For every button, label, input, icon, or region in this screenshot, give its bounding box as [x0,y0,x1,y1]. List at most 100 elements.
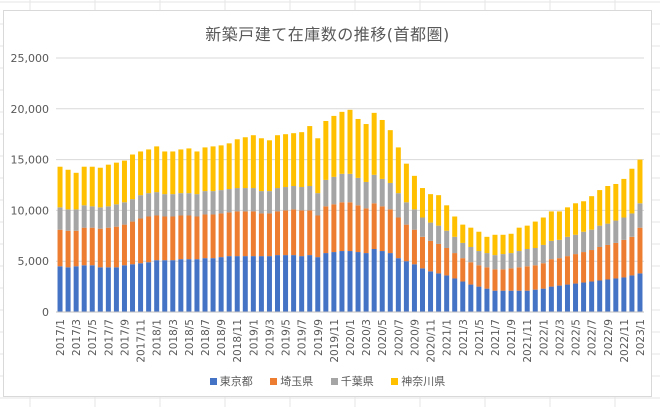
bar-segment-tokyo[interactable] [540,288,546,312]
bar-segment-saitama[interactable] [516,267,522,291]
bar-segment-kanagawa[interactable] [573,203,579,235]
bar-segment-kanagawa[interactable] [146,149,152,194]
bar-segment-chiba[interactable] [452,236,458,254]
bar-segment-tokyo[interactable] [621,277,627,312]
bar-segment-tokyo[interactable] [89,265,95,312]
bar-segment-saitama[interactable] [564,256,570,285]
bar-segment-kanagawa[interactable] [484,236,490,254]
bar-segment-kanagawa[interactable] [621,178,627,218]
bar-segment-kanagawa[interactable] [266,140,272,192]
bar-segment-chiba[interactable] [250,188,256,212]
bar-segment-tokyo[interactable] [532,289,538,312]
bar-segment-tokyo[interactable] [395,258,401,312]
bar-segment-chiba[interactable] [226,189,232,213]
bar-segment-chiba[interactable] [266,191,272,214]
bar-segment-chiba[interactable] [331,176,337,205]
bar-segment-tokyo[interactable] [186,259,192,312]
bar-segment-chiba[interactable] [532,247,538,266]
bar-segment-tokyo[interactable] [403,261,409,312]
bar-segment-tokyo[interactable] [194,259,200,312]
bar-segment-tokyo[interactable] [363,253,369,312]
bar-segment-tokyo[interactable] [371,249,377,312]
bar-segment-kanagawa[interactable] [436,195,442,226]
bar-segment-chiba[interactable] [283,187,289,211]
bar-segment-tokyo[interactable] [379,251,385,312]
bar-segment-kanagawa[interactable] [613,183,619,221]
bar-segment-saitama[interactable] [508,268,514,291]
bar-segment-chiba[interactable] [113,204,119,227]
bar-segment-chiba[interactable] [468,246,474,263]
bar-segment-tokyo[interactable] [170,260,176,312]
bar-segment-chiba[interactable] [81,205,87,228]
bar-segment-chiba[interactable] [130,199,136,222]
bar-segment-chiba[interactable] [508,253,514,269]
bar-segment-kanagawa[interactable] [395,147,401,194]
bar-segment-tokyo[interactable] [436,273,442,312]
bar-segment-tokyo[interactable] [556,285,562,312]
bar-segment-kanagawa[interactable] [589,196,595,230]
bar-segment-saitama[interactable] [436,243,442,274]
bar-segment-tokyo[interactable] [130,264,136,312]
bar-segment-chiba[interactable] [121,202,127,225]
bar-segment-kanagawa[interactable] [468,227,474,247]
bar-segment-tokyo[interactable] [460,281,466,312]
bar-segment-tokyo[interactable] [315,257,321,312]
bar-segment-kanagawa[interactable] [637,159,643,204]
bar-segment-tokyo[interactable] [138,263,144,312]
bar-segment-saitama[interactable] [403,224,409,262]
bar-segment-tokyo[interactable] [347,251,353,312]
bar-segment-kanagawa[interactable] [170,151,176,195]
bar-segment-chiba[interactable] [629,213,635,237]
bar-segment-kanagawa[interactable] [597,190,603,226]
bar-segment-chiba[interactable] [299,187,305,211]
bar-segment-saitama[interactable] [613,242,619,279]
bar-segment-kanagawa[interactable] [258,138,264,192]
bar-segment-saitama[interactable] [629,236,635,276]
bar-segment-tokyo[interactable] [113,267,119,312]
bar-segment-saitama[interactable] [186,215,192,260]
bar-segment-kanagawa[interactable] [428,194,434,223]
bar-segment-kanagawa[interactable] [387,130,393,183]
bar-segment-chiba[interactable] [146,193,152,217]
bar-segment-saitama[interactable] [347,202,353,252]
bar-segment-chiba[interactable] [492,255,498,270]
bar-segment-saitama[interactable] [419,236,425,269]
bar-segment-kanagawa[interactable] [138,151,144,196]
bar-segment-tokyo[interactable] [81,265,87,312]
bar-segment-kanagawa[interactable] [234,139,240,189]
bar-segment-chiba[interactable] [186,193,192,216]
bar-segment-saitama[interactable] [452,253,458,279]
bar-segment-saitama[interactable] [556,258,562,286]
bar-segment-tokyo[interactable] [564,284,570,312]
bar-segment-saitama[interactable] [121,224,127,266]
bar-segment-saitama[interactable] [597,246,603,281]
bar-segment-saitama[interactable] [428,240,434,272]
bar-segment-kanagawa[interactable] [532,221,538,248]
bar-segment-kanagawa[interactable] [81,166,87,206]
bar-segment-chiba[interactable] [444,230,450,248]
bar-segment-saitama[interactable] [57,229,63,267]
bar-segment-kanagawa[interactable] [283,134,289,188]
bar-segment-tokyo[interactable] [428,271,434,312]
bar-segment-kanagawa[interactable] [500,234,506,255]
bar-segment-tokyo[interactable] [146,262,152,312]
bar-segment-saitama[interactable] [484,267,490,289]
bar-segment-chiba[interactable] [395,193,401,218]
bar-segment-chiba[interactable] [210,191,216,215]
bar-segment-tokyo[interactable] [411,264,417,312]
bar-segment-tokyo[interactable] [73,266,79,312]
bar-segment-tokyo[interactable] [57,266,63,312]
bar-segment-saitama[interactable] [492,269,498,291]
bar-segment-tokyo[interactable] [275,255,281,312]
bar-segment-tokyo[interactable] [492,290,498,312]
bar-segment-kanagawa[interactable] [105,164,111,207]
bar-segment-chiba[interactable] [613,220,619,243]
bar-segment-kanagawa[interactable] [242,137,248,189]
bar-segment-saitama[interactable] [363,208,369,254]
bar-segment-saitama[interactable] [258,213,264,257]
bar-segment-saitama[interactable] [468,262,474,285]
bar-segment-kanagawa[interactable] [291,133,297,187]
bar-segment-tokyo[interactable] [202,258,208,312]
bar-segment-kanagawa[interactable] [121,160,127,203]
bar-segment-chiba[interactable] [218,190,224,214]
